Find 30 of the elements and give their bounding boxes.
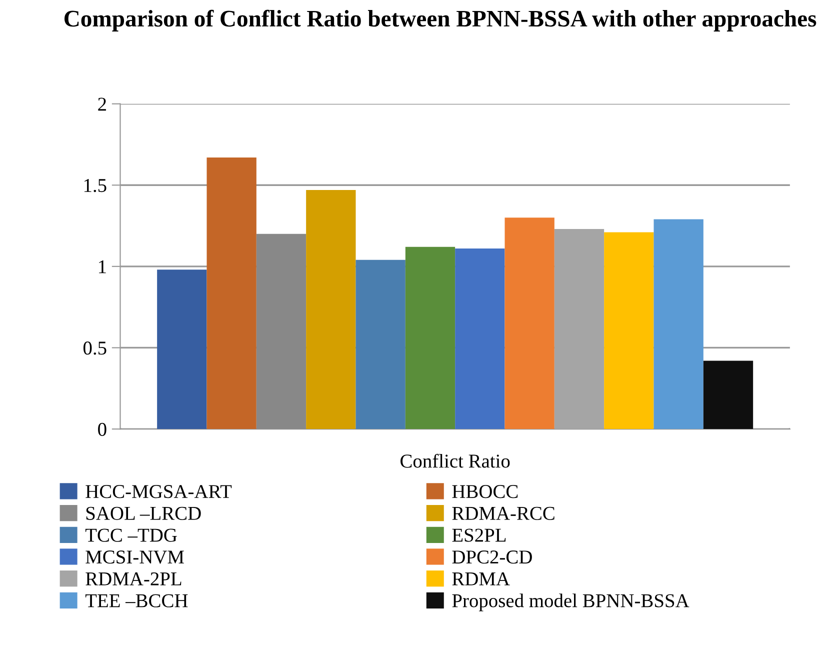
- y-tick-label: 1.5: [84, 179, 106, 192]
- legend-label: RDMA-RCC: [452, 506, 554, 520]
- x-tick-label: Conflict Ratio: [400, 454, 510, 468]
- y-tick-label: 0.5: [83, 342, 106, 355]
- bar: [256, 234, 306, 430]
- legend-label: Proposed model BPNN-BSSA: [452, 594, 690, 612]
- legend-label: MCSI-NVM: [86, 550, 184, 564]
- bar: [604, 232, 654, 430]
- legend-label: SAOL –LRCD: [86, 506, 201, 520]
- legend-label: HBOCC: [452, 485, 518, 498]
- legend-label: TEE –BCCH: [85, 594, 188, 608]
- legend-label: HCC-MGSA-ART: [86, 485, 232, 498]
- bar: [504, 218, 554, 430]
- bar: [455, 248, 505, 430]
- bar: [356, 260, 406, 430]
- y-tick-label: 0: [98, 422, 106, 436]
- legend-label: ES2PL: [452, 528, 506, 542]
- bar: [306, 190, 356, 430]
- y-tick-label: 1: [99, 260, 106, 274]
- y-tick-label: 2: [98, 98, 106, 111]
- bar: [405, 246, 456, 430]
- bar: [703, 360, 754, 430]
- legend-label: RDMA-2PL: [86, 572, 182, 586]
- legend-label: DPC2-CD: [452, 550, 532, 564]
- legend-label: RDMA: [452, 572, 510, 586]
- legend-label: TCC –TDG: [85, 528, 177, 542]
- bar: [654, 219, 704, 430]
- bar: [206, 157, 256, 430]
- chart-title: Comparison of Conflict Ratio between BPNN-BSSA with other approaches: [64, 10, 816, 32]
- bar: [157, 270, 207, 430]
